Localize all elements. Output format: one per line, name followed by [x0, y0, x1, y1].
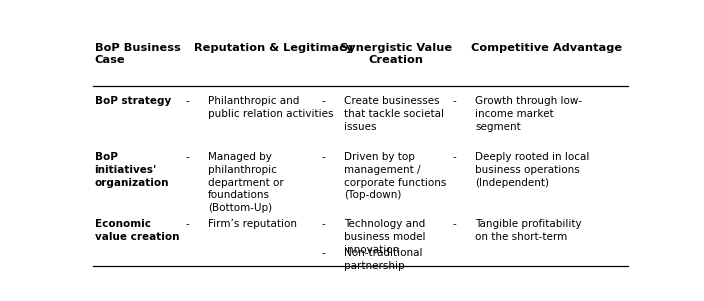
Text: -: - — [453, 152, 456, 162]
Text: -: - — [322, 248, 325, 258]
Text: -: - — [186, 152, 189, 162]
Text: -: - — [453, 96, 456, 106]
Text: -: - — [186, 96, 189, 106]
Text: Reputation & Legitimacy: Reputation & Legitimacy — [194, 43, 353, 53]
Text: Driven by top
management /
corporate functions
(Top-down): Driven by top management / corporate fun… — [344, 152, 447, 200]
Text: Growth through low-
income market
segment: Growth through low- income market segmen… — [475, 96, 582, 132]
Text: Economic
value creation: Economic value creation — [94, 219, 179, 242]
Text: BoP Business
Case: BoP Business Case — [94, 43, 180, 66]
Text: -: - — [453, 219, 456, 229]
Text: -: - — [322, 152, 325, 162]
Text: Firm’s reputation: Firm’s reputation — [208, 219, 297, 229]
Text: Tangible profitability
on the short-term: Tangible profitability on the short-term — [475, 219, 582, 242]
Text: Deeply rooted in local
business operations
(Independent): Deeply rooted in local business operatio… — [475, 152, 590, 188]
Text: Non-traditional
partnership: Non-traditional partnership — [344, 248, 423, 271]
Text: -: - — [322, 219, 325, 229]
Text: Create businesses
that tackle societal
issues: Create businesses that tackle societal i… — [344, 96, 444, 132]
Text: -: - — [322, 96, 325, 106]
Text: Technology and
business model
innovation: Technology and business model innovation — [344, 219, 426, 255]
Text: Philanthropic and
public relation activities: Philanthropic and public relation activi… — [208, 96, 334, 119]
Text: Managed by
philanthropic
department or
foundations
(Bottom-Up): Managed by philanthropic department or f… — [208, 152, 284, 213]
Text: BoP
initiatives'
organization: BoP initiatives' organization — [94, 152, 169, 188]
Text: BoP strategy: BoP strategy — [94, 96, 171, 106]
Text: Competitive Advantage: Competitive Advantage — [471, 43, 622, 53]
Text: -: - — [186, 219, 189, 229]
Text: Synergistic Value
Creation: Synergistic Value Creation — [340, 43, 453, 66]
